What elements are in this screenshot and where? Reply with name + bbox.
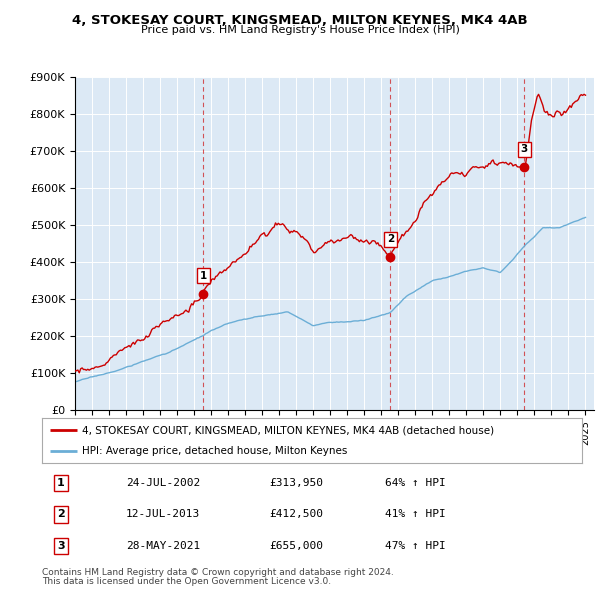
Text: 28-MAY-2021: 28-MAY-2021 (126, 540, 200, 550)
Text: 3: 3 (521, 145, 528, 155)
Text: Contains HM Land Registry data © Crown copyright and database right 2024.: Contains HM Land Registry data © Crown c… (42, 568, 394, 576)
Text: 47% ↑ HPI: 47% ↑ HPI (385, 540, 446, 550)
Text: 2: 2 (386, 234, 394, 244)
Text: 64% ↑ HPI: 64% ↑ HPI (385, 478, 446, 489)
Text: £412,500: £412,500 (269, 510, 323, 519)
Text: 4, STOKESAY COURT, KINGSMEAD, MILTON KEYNES, MK4 4AB (detached house): 4, STOKESAY COURT, KINGSMEAD, MILTON KEY… (83, 425, 494, 435)
Text: 2: 2 (57, 510, 65, 519)
Text: 4, STOKESAY COURT, KINGSMEAD, MILTON KEYNES, MK4 4AB: 4, STOKESAY COURT, KINGSMEAD, MILTON KEY… (72, 14, 528, 27)
Text: 3: 3 (57, 540, 65, 550)
Text: Price paid vs. HM Land Registry's House Price Index (HPI): Price paid vs. HM Land Registry's House … (140, 25, 460, 35)
Text: This data is licensed under the Open Government Licence v3.0.: This data is licensed under the Open Gov… (42, 577, 331, 586)
Text: 12-JUL-2013: 12-JUL-2013 (126, 510, 200, 519)
Text: 41% ↑ HPI: 41% ↑ HPI (385, 510, 446, 519)
Text: 1: 1 (57, 478, 65, 489)
Text: £655,000: £655,000 (269, 540, 323, 550)
Text: £313,950: £313,950 (269, 478, 323, 489)
Text: 24-JUL-2002: 24-JUL-2002 (126, 478, 200, 489)
Text: 1: 1 (200, 271, 207, 281)
Text: HPI: Average price, detached house, Milton Keynes: HPI: Average price, detached house, Milt… (83, 446, 348, 456)
